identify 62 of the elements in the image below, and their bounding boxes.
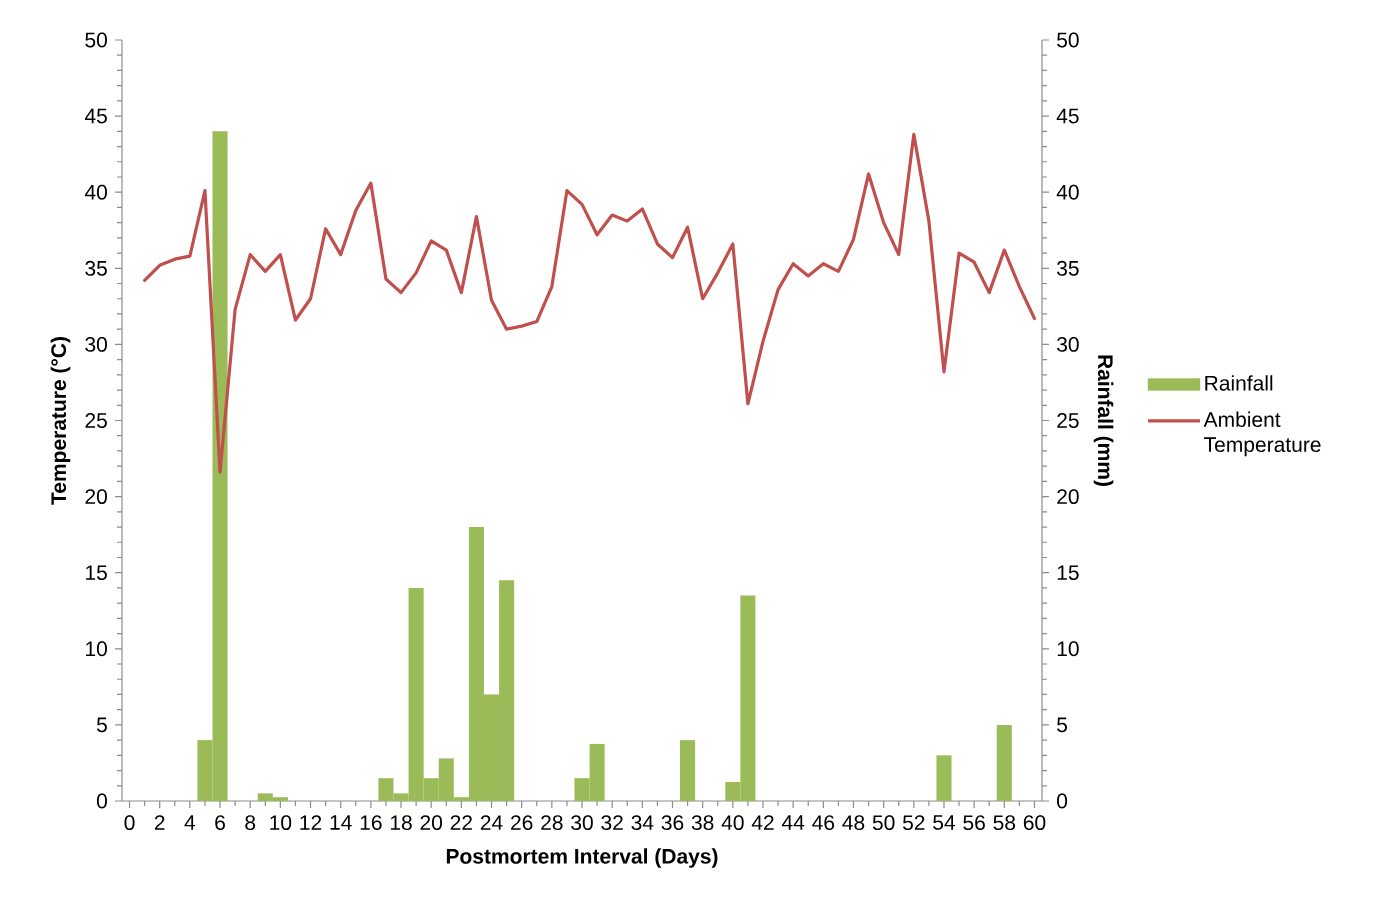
x-tick-label: 20 [420, 815, 443, 831]
line-series [143, 132, 1037, 474]
y-tick-label: 20 [85, 489, 107, 505]
bar [680, 740, 696, 801]
x-tick-label: 2 [154, 815, 165, 830]
y-tick-label: 45 [84, 108, 107, 124]
y-tick-label: 35 [85, 260, 107, 276]
y2-tick-label: 0 [1057, 793, 1068, 809]
legend-label: Rainfall [1205, 375, 1273, 391]
x-tick-label: 14 [330, 815, 352, 830]
x-tick-label: 24 [480, 815, 503, 830]
y2-tick-label: 15 [1057, 565, 1079, 581]
x-tick-label: 48 [842, 815, 865, 831]
y-tick-label: 50 [85, 32, 107, 48]
x-tick-label: 52 [902, 815, 925, 831]
x-tick-label: 40 [721, 815, 744, 831]
y2-tick-label: 50 [1057, 32, 1079, 48]
bar [936, 755, 952, 801]
x-tick-label: 0 [124, 815, 135, 831]
y2-axis-title: Rainfall (mm) [1093, 355, 1114, 486]
x-axis-title: Postmortem Interval (Days) [446, 848, 718, 868]
x-tick-label: 30 [571, 815, 593, 831]
x-tick-label: 12 [300, 815, 322, 830]
y2-tick-label: 35 [1057, 260, 1079, 276]
x-tick-label: 58 [993, 815, 1016, 831]
y2-tick-label: 10 [1057, 641, 1079, 657]
x-tick-label: 18 [390, 815, 412, 831]
y-tick-label: 25 [85, 413, 107, 428]
x-tick-label: 32 [601, 815, 623, 831]
x-tick-label: 56 [963, 815, 985, 831]
x-tick-label: 10 [270, 815, 292, 831]
x-tick-label: 34 [631, 815, 654, 831]
y-axis-title: Temperature (°C) [50, 337, 71, 505]
x-tick-label: 42 [751, 815, 774, 830]
x-tick-label: 38 [691, 815, 714, 831]
x-tick-label: 60 [1023, 815, 1046, 831]
x-tick-label: 44 [781, 815, 805, 830]
x-tick-label: 6 [215, 815, 225, 831]
x-tick-label: 50 [872, 815, 895, 831]
y2-tick-label: 20 [1057, 489, 1079, 505]
x-tick-label: 16 [360, 815, 382, 831]
y-tick-label: 0 [96, 793, 107, 809]
y-tick-label: 40 [84, 184, 107, 200]
x-tick-label: 54 [933, 815, 956, 830]
x-tick-label: 22 [450, 815, 472, 830]
x-tick-label: 28 [541, 815, 563, 831]
x-tick-label: 36 [661, 815, 684, 831]
x-tick-label: 46 [812, 815, 835, 831]
y2-tick-label: 45 [1056, 108, 1079, 124]
bar [996, 724, 1012, 801]
x-tick-label: 8 [245, 815, 256, 831]
y-tick-label: 10 [86, 641, 107, 657]
y2-tick-label: 5 [1057, 717, 1067, 733]
x-tick-label: 26 [511, 815, 533, 831]
legend-label: Ambient Temperature [1203, 411, 1321, 457]
x-tick-label: 4 [184, 815, 196, 830]
y-tick-label: 15 [86, 565, 107, 581]
y-tick-label: 5 [96, 717, 107, 733]
y2-tick-label: 25 [1057, 413, 1079, 428]
y2-tick-label: 40 [1056, 184, 1079, 200]
y2-tick-label: 30 [1057, 336, 1079, 352]
y-tick-label: 30 [85, 336, 107, 352]
